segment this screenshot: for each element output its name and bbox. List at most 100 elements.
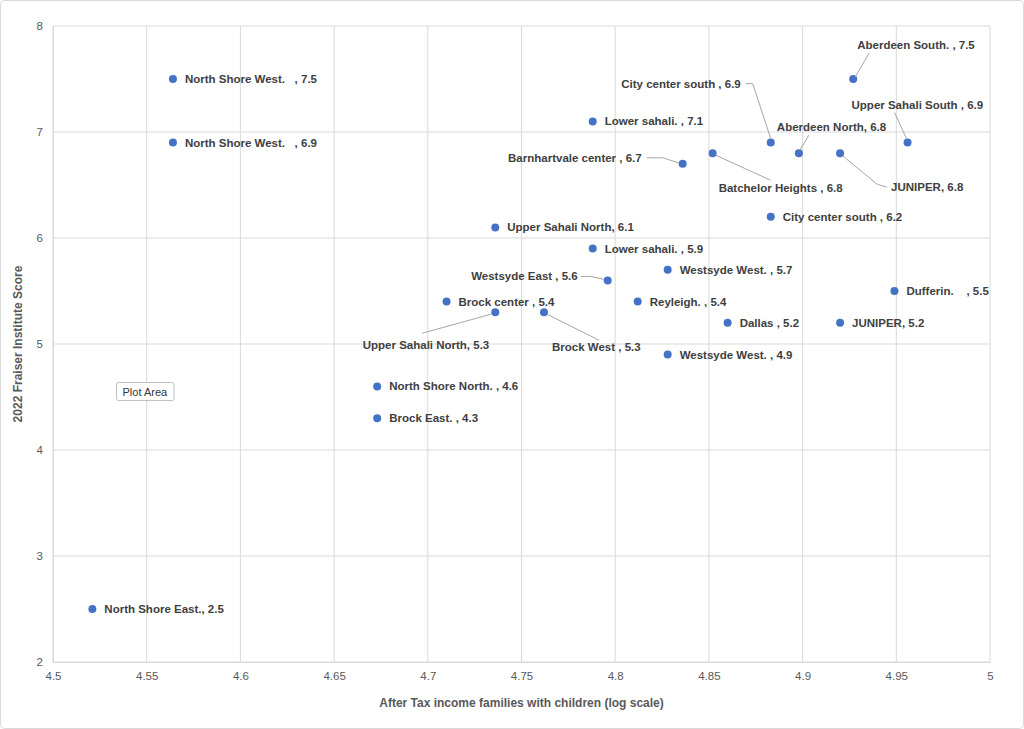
tick: 4.8	[608, 662, 624, 682]
data-label: Brock East. , 4.3	[389, 412, 478, 424]
point	[724, 319, 732, 327]
tick-label: 4.8	[608, 670, 624, 682]
leader-line	[581, 276, 604, 279]
leader-line	[547, 314, 599, 340]
data-label: Upper Sahali North, 6.1	[507, 221, 634, 233]
grid-line	[53, 344, 990, 345]
plot: 4.54.554.64.654.74.754.84.854.94.9552345…	[37, 20, 994, 682]
tick: 4.9	[795, 662, 811, 682]
tick: 6	[37, 232, 53, 244]
leader-line	[895, 113, 907, 139]
data-label: Dallas , 5.2	[740, 317, 799, 329]
data-label: North Shore North. , 4.6	[389, 380, 518, 392]
leader-line	[716, 155, 771, 180]
annotation-text: Plot Area	[123, 386, 169, 398]
leader-line	[746, 84, 771, 139]
tick: 4.7	[420, 662, 436, 682]
y-axis: 2 3 4 5 6 7 8	[37, 20, 54, 668]
point	[169, 139, 177, 147]
grid-line	[53, 26, 54, 662]
point	[836, 319, 844, 327]
leader-line	[647, 158, 679, 163]
points	[88, 75, 911, 613]
tick: 4.95	[886, 662, 908, 682]
x-axis: 4.54.554.64.654.74.754.84.854.94.955	[46, 662, 994, 682]
tick-label: 6	[37, 232, 43, 244]
point	[491, 223, 499, 231]
tick-label: 4.5	[46, 670, 62, 682]
point	[679, 160, 687, 168]
tick-label: 4	[37, 444, 44, 456]
x-axis-title: After Tax income families with children …	[379, 696, 664, 710]
data-label: Westsyde West. , 5.7	[680, 264, 793, 276]
data-label: Westsyde East , 5.6	[471, 270, 578, 282]
grid	[53, 26, 990, 662]
point	[491, 308, 499, 316]
data-label: Lower sahali. , 7.1	[605, 115, 704, 127]
tick-label: 5	[987, 670, 993, 682]
tick: 4.5	[46, 662, 62, 682]
grid-line	[53, 662, 990, 663]
point	[604, 276, 612, 284]
tick: 7	[37, 126, 53, 138]
point	[836, 149, 844, 157]
point	[767, 139, 775, 147]
tick: 5	[987, 662, 993, 682]
leader-line	[800, 135, 809, 150]
data-label: North Shore West. , 6.9	[185, 137, 317, 149]
data-label: Westsyde West. , 4.9	[680, 349, 793, 361]
tick-label: 2	[37, 656, 43, 668]
data-label: Aberdeen South. , 7.5	[857, 39, 975, 51]
tick-label: 4.65	[323, 670, 345, 682]
data-label: Reyleigh. , 5.4	[650, 296, 727, 308]
tick: 4.75	[511, 662, 533, 682]
point	[373, 382, 381, 390]
tick: 4.55	[136, 662, 158, 682]
tick-label: 4.55	[136, 670, 158, 682]
grid-line	[53, 26, 990, 27]
leader-line	[422, 314, 491, 333]
point	[540, 308, 548, 316]
data-label: Lower sahali. , 5.9	[605, 243, 703, 255]
point	[589, 245, 597, 253]
tick-label: 7	[37, 126, 43, 138]
tick-label: 5	[37, 338, 43, 350]
tick: 2	[37, 656, 53, 668]
data-label: Upper Sahali South , 6.9	[852, 99, 984, 111]
data-label: Barnhartvale center , 6.7	[508, 152, 642, 164]
tick: 3	[37, 550, 53, 562]
point	[904, 139, 912, 147]
data-label: Brock West , 5.3	[552, 341, 641, 353]
data-label: Batchelor Heights , 6.8	[719, 182, 844, 194]
data-label: Upper Sahali North, 5.3	[363, 339, 490, 351]
data-label: North Shore West. , 7.5	[185, 73, 318, 85]
point	[443, 298, 451, 306]
data-label: City center south , 6.2	[783, 211, 903, 223]
axis-line	[54, 662, 991, 663]
tick: 4.65	[323, 662, 345, 682]
chart: 4.54.554.64.654.74.754.84.854.94.9552345…	[0, 0, 1024, 729]
data-label: JUNIPER, 5.2	[852, 317, 924, 329]
point	[709, 149, 717, 157]
tick-label: 4.75	[511, 670, 533, 682]
data-label: City center south , 6.9	[621, 78, 741, 90]
grid-line	[53, 556, 990, 557]
point	[664, 351, 672, 359]
tick-label: 4.85	[698, 670, 720, 682]
leader-line	[843, 156, 887, 187]
point	[767, 213, 775, 221]
data-label: Aberdeen North, 6.8	[777, 121, 887, 133]
tick: 5	[37, 338, 53, 350]
point	[373, 414, 381, 422]
point	[634, 298, 642, 306]
data-label: Brock center , 5.4	[459, 296, 555, 308]
axis-line	[53, 27, 54, 663]
point	[890, 287, 898, 295]
point	[589, 117, 597, 125]
data-labels: North Shore West. , 7.5 North Shore West.…	[104, 39, 989, 615]
tick-label: 8	[37, 20, 43, 32]
annotation: Plot Area	[117, 383, 175, 401]
chart-frame	[1, 1, 1024, 729]
tick-label: 4.95	[886, 670, 908, 682]
grid-line	[53, 238, 990, 239]
